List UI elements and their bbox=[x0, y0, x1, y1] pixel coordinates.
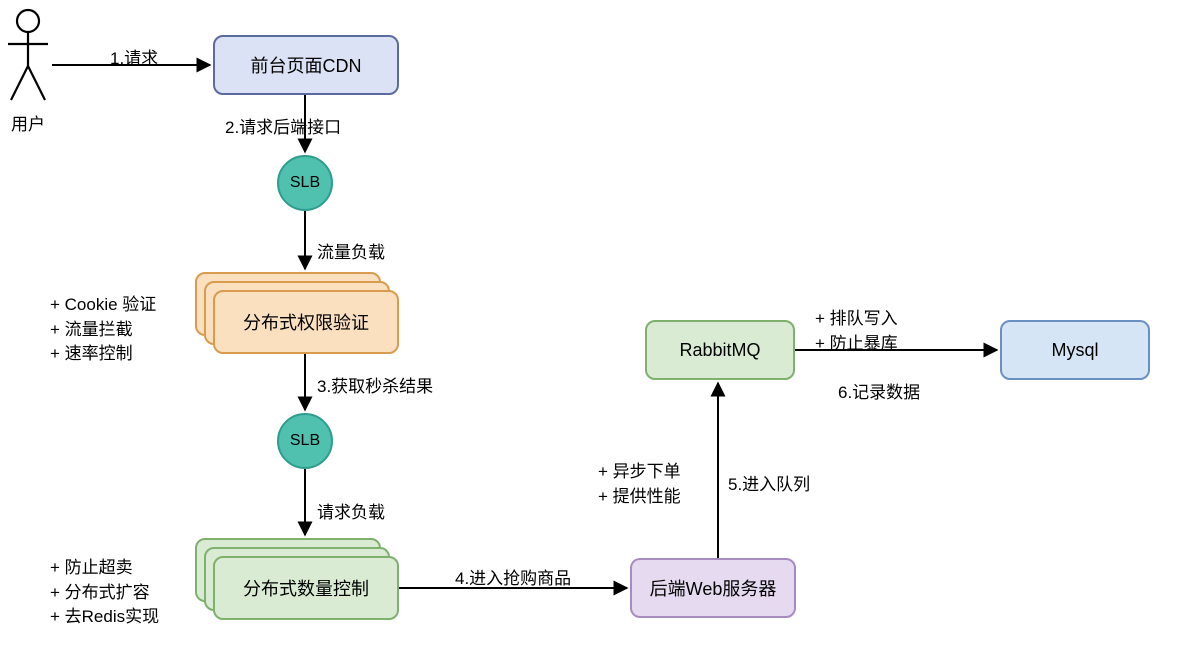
edge-label-4: 4.进入抢购商品 bbox=[455, 564, 571, 589]
edge-label-3: 3.获取秒杀结果 bbox=[317, 372, 433, 397]
edge-label-6: 6.记录数据 bbox=[838, 378, 920, 403]
node-auth: 分布式权限验证 bbox=[213, 290, 399, 354]
actor-label: 用户 bbox=[11, 110, 45, 135]
node-mq: RabbitMQ bbox=[645, 320, 795, 380]
mq-notes: + 排队写入 + 防止暴库 bbox=[815, 307, 898, 356]
node-slb2: SLB bbox=[277, 413, 333, 469]
edge-label-1: 1.请求 bbox=[110, 44, 158, 69]
actor-user bbox=[5, 8, 51, 108]
node-slb2-label: SLB bbox=[290, 432, 320, 450]
node-mysql: Mysql bbox=[1000, 320, 1150, 380]
diagram-canvas: 用户 前台页面CDN SLB 分布式权限验证 bbox=[0, 0, 1179, 664]
qty-notes: + 防止超卖 + 分布式扩容 + 去Redis实现 bbox=[50, 556, 159, 630]
node-mysql-label: Mysql bbox=[1051, 340, 1098, 361]
node-cdn: 前台页面CDN bbox=[213, 35, 399, 95]
node-mq-label: RabbitMQ bbox=[679, 340, 760, 361]
node-web: 后端Web服务器 bbox=[630, 558, 796, 618]
edge-label-3b: 请求负载 bbox=[317, 498, 385, 523]
node-qty-label: 分布式数量控制 bbox=[243, 575, 369, 601]
edge-label-3a: 流量负载 bbox=[317, 238, 385, 263]
edge-label-5: 5.进入队列 bbox=[728, 470, 810, 495]
web-notes: + 异步下单 + 提供性能 bbox=[598, 460, 681, 509]
node-cdn-label: 前台页面CDN bbox=[251, 52, 362, 78]
node-qty: 分布式数量控制 bbox=[213, 556, 399, 620]
node-slb1-label: SLB bbox=[290, 174, 320, 192]
auth-notes: + Cookie 验证 + 流量拦截 + 速率控制 bbox=[50, 293, 156, 367]
node-web-label: 后端Web服务器 bbox=[650, 575, 777, 601]
node-slb1: SLB bbox=[277, 155, 333, 211]
edge-label-2: 2.请求后端接口 bbox=[225, 113, 341, 138]
node-auth-label: 分布式权限验证 bbox=[243, 309, 369, 335]
